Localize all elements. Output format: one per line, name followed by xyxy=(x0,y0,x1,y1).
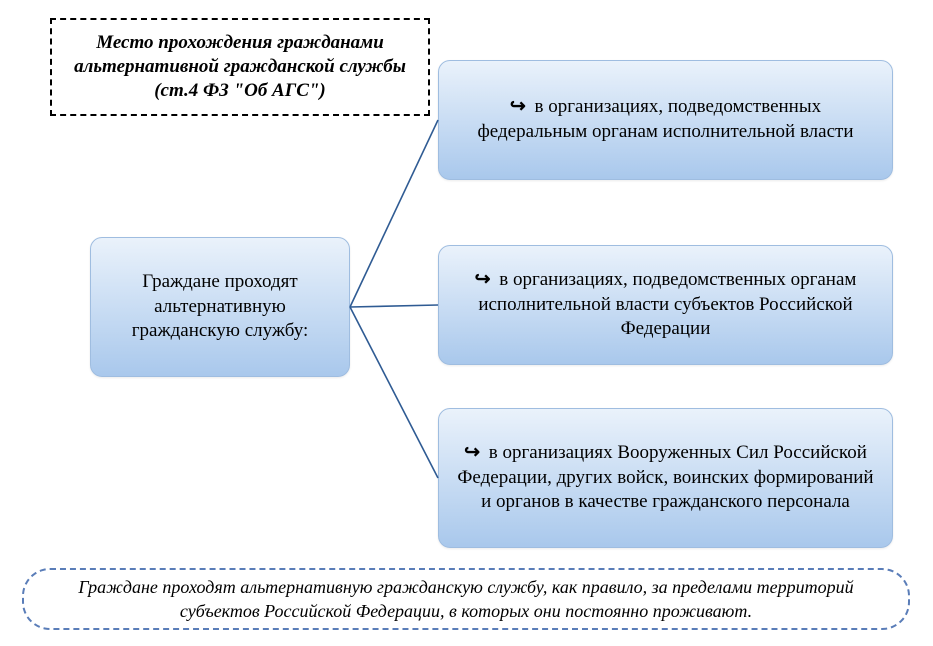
root-node: Граждане проходят альтернативную граждан… xyxy=(90,237,350,377)
child-node-0: ↪ в организациях, подведомственных федер… xyxy=(438,60,893,180)
arrow-icon: ↪ xyxy=(464,441,480,466)
child-node-2: ↪ в организациях Вооруженных Сил Российс… xyxy=(438,408,893,548)
child-node-text: в организациях, подведомственных органам… xyxy=(478,269,856,339)
root-node-text: Граждане проходят альтернативную граждан… xyxy=(105,270,335,344)
footer-text: Граждане проходят альтернативную граждан… xyxy=(48,575,884,624)
child-node-text: в организациях, подведомственных федерал… xyxy=(478,96,854,142)
arrow-icon: ↪ xyxy=(475,268,491,293)
header-text: Место прохождения гражданами альтернатив… xyxy=(62,31,418,102)
child-node-1: ↪ в организациях, подведомственных орган… xyxy=(438,245,893,365)
arrow-icon: ↪ xyxy=(510,95,526,120)
connector-line xyxy=(350,305,438,307)
connector-line xyxy=(350,307,438,478)
child-node-text: в организациях Вооруженных Сил Российско… xyxy=(457,442,873,512)
connector-line xyxy=(350,120,438,307)
footer-box: Граждане проходят альтернативную граждан… xyxy=(22,568,910,630)
header-box: Место прохождения гражданами альтернатив… xyxy=(50,18,430,116)
